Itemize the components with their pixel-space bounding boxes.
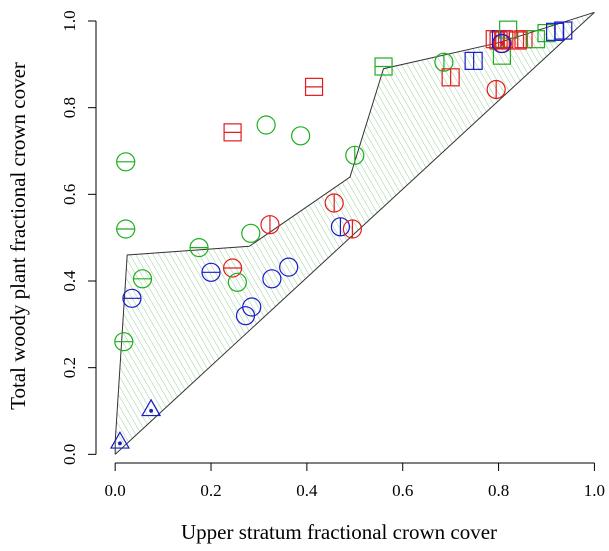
x-tick-label-5: 1.0 — [584, 481, 605, 500]
x-tick-label-0: 0.0 — [105, 481, 126, 500]
data-point-29 — [464, 51, 483, 70]
data-point-10-circle — [227, 272, 247, 292]
y-tick-label-2: 0.4 — [60, 270, 79, 292]
data-point-14-circle — [256, 115, 276, 135]
x-axis-title: Upper stratum fractional crown cover — [181, 520, 497, 544]
data-point-27 — [374, 57, 393, 76]
data-point-25 — [223, 123, 242, 142]
data-point-1-triangle — [141, 398, 162, 417]
data-point-16 — [262, 269, 282, 289]
reference-line — [114, 11, 595, 455]
data-point-8 — [201, 262, 221, 282]
data-point-38-square — [526, 30, 546, 49]
data-point-22 — [345, 145, 365, 165]
data-point-14 — [256, 115, 276, 135]
data-point-21 — [342, 219, 362, 239]
y-tick-label-0: 0.0 — [60, 444, 79, 465]
data-point-18-circle — [291, 126, 311, 146]
x-tick-label-2: 0.4 — [296, 481, 318, 500]
data-point-1-dot — [149, 408, 154, 413]
data-point-19 — [324, 193, 344, 213]
data-point-36 — [508, 31, 527, 50]
data-point-43 — [491, 33, 512, 54]
x-tick-label-4: 0.8 — [488, 481, 509, 500]
x-tick-label-3: 0.6 — [392, 481, 413, 500]
data-point-0-triangle — [109, 431, 130, 449]
data-point-0 — [109, 431, 130, 449]
data-point-35 — [499, 20, 518, 39]
data-point-13-circle — [242, 297, 262, 317]
data-point-12 — [241, 223, 261, 243]
x-tick-label-1: 0.2 — [200, 481, 221, 500]
data-point-26 — [304, 77, 324, 96]
data-point-16-circle — [262, 269, 282, 289]
data-point-35-square — [499, 20, 518, 39]
data-point-38 — [526, 30, 546, 49]
data-point-2 — [114, 332, 134, 352]
data-point-3 — [116, 219, 136, 239]
y-tick-label-3: 0.6 — [60, 184, 79, 205]
data-point-18 — [291, 126, 311, 146]
y-tick-label-4: 0.8 — [60, 97, 79, 118]
data-point-15 — [260, 215, 280, 235]
data-point-9 — [222, 258, 243, 278]
axes: 0.0 0.2 0.4 0.6 0.8 1.0 0.0 0.2 0.4 0.6 0.8 1.0 — [60, 10, 605, 500]
data-point-43-circle — [491, 33, 512, 54]
envelope-upper-line — [114, 11, 595, 455]
data-point-41 — [554, 21, 573, 40]
plot-area — [109, 11, 595, 455]
data-point-5 — [122, 288, 142, 308]
data-point-10 — [227, 272, 247, 292]
data-point-4 — [116, 152, 136, 172]
data-point-1 — [141, 398, 162, 417]
y-axis-title: Total woody plant fractional crown cover — [6, 62, 30, 410]
data-point-13 — [242, 297, 262, 317]
data-point-23 — [434, 52, 454, 72]
data-point-28 — [441, 68, 460, 87]
y-tick-label-1: 0.2 — [60, 357, 79, 378]
data-point-20 — [330, 217, 351, 237]
data-point-12-circle — [241, 223, 261, 243]
data-point-42-dot — [500, 41, 505, 46]
data-point-37 — [514, 30, 533, 49]
data-point-17-circle — [279, 257, 299, 277]
y-tick-label-5: 1.0 — [60, 10, 79, 31]
data-point-17 — [279, 257, 299, 277]
data-point-24 — [486, 79, 506, 100]
data-point-7 — [189, 238, 209, 258]
data-point-6 — [132, 269, 153, 289]
data-point-0-dot — [118, 441, 122, 446]
